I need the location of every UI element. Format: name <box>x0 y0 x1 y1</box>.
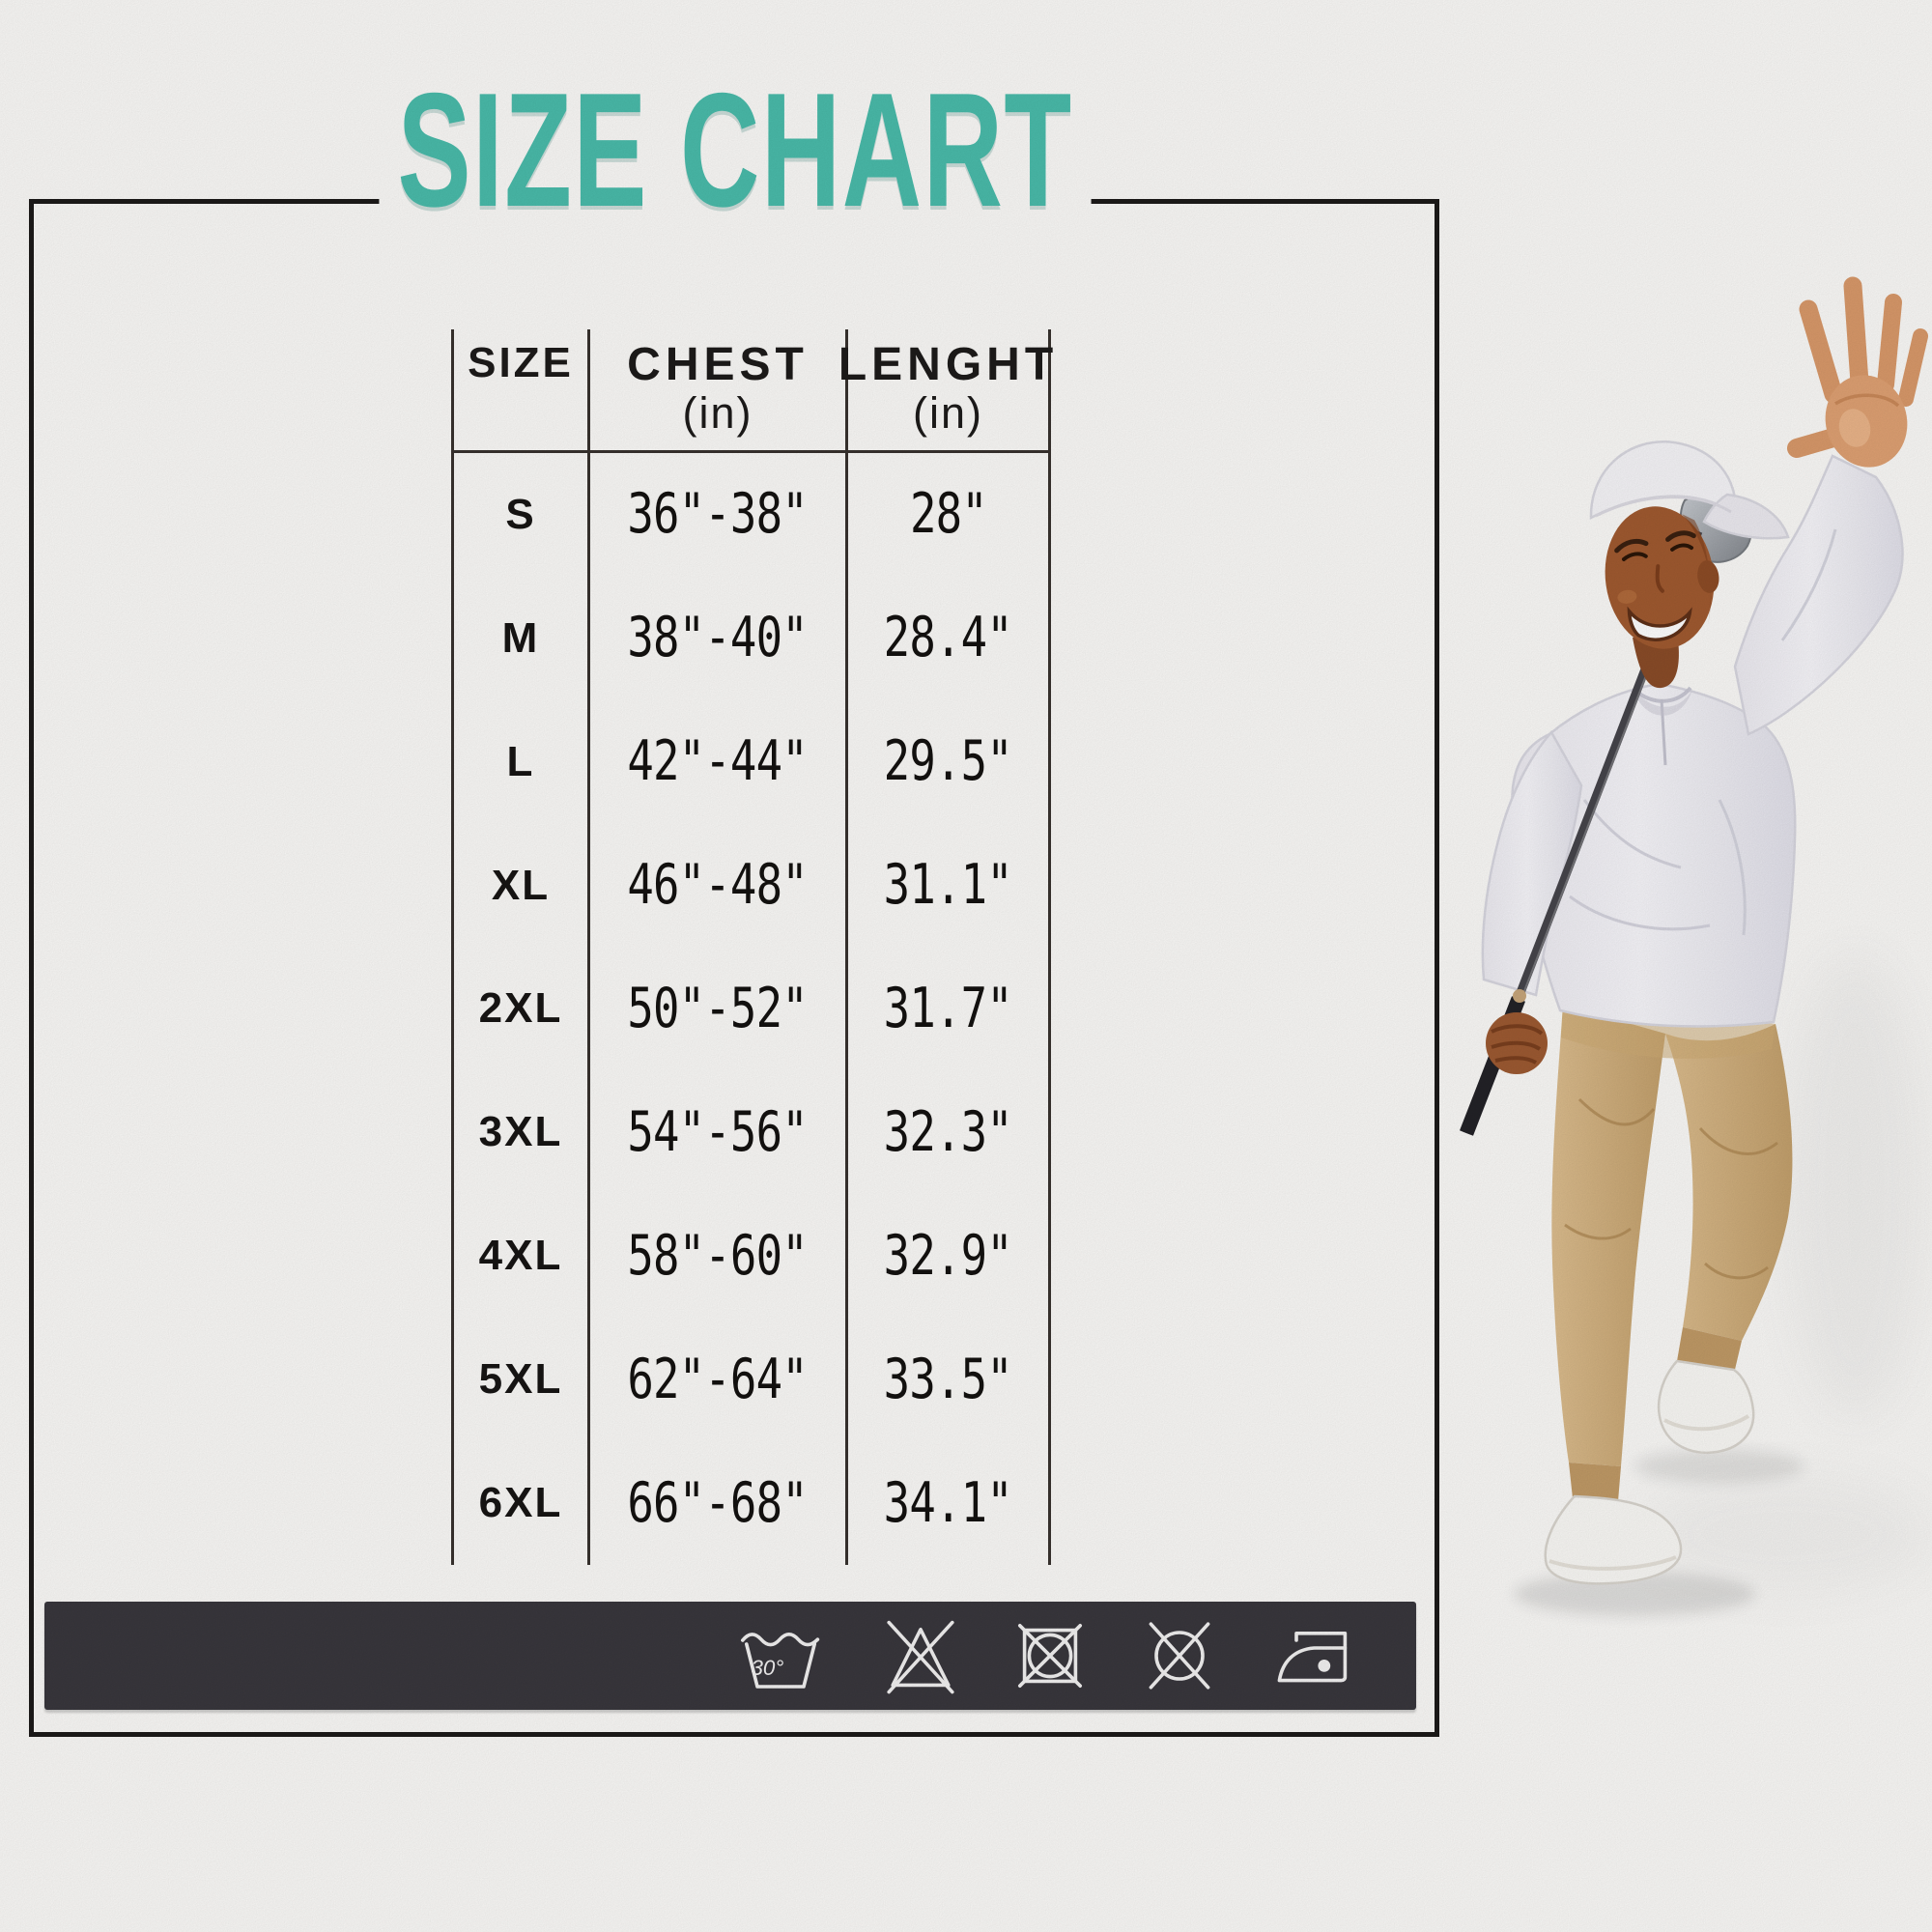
do-not-bleach-icon <box>887 1620 954 1694</box>
column-header-length: LENGHT (in) <box>838 329 1053 453</box>
table-row-length-value: 31.7" <box>845 947 1048 1071</box>
page-title: SIZE CHART <box>212 60 1259 231</box>
table-row-length-value: 31.1" <box>845 823 1048 948</box>
table-row-chest-value: 54"-56" <box>587 1070 845 1195</box>
table-row-length-value: 32.9" <box>845 1194 1048 1319</box>
table-row-length-value: 33.5" <box>845 1318 1048 1442</box>
table-row-size-label: S <box>505 490 536 538</box>
table-row-length-value: 28" <box>845 453 1048 577</box>
table-row-chest-value: 38"-40" <box>587 576 845 700</box>
svg-text:30°: 30° <box>751 1656 783 1680</box>
table-row-size-label: 4XL <box>478 1232 563 1280</box>
care-icons-row: 30° <box>730 1617 1362 1694</box>
page-title-text: SIZE CHART <box>379 60 1092 231</box>
do-not-tumble-dry-icon <box>1018 1624 1082 1688</box>
golfer-model-photo <box>1460 276 1932 1616</box>
left-hand <box>1486 1012 1548 1074</box>
table-row-length-value: 28.4" <box>845 576 1048 700</box>
machine-wash-30-icon: 30° <box>741 1633 820 1689</box>
table-row-size-label: M <box>501 613 540 662</box>
table-row-chest-value: 66"-68" <box>587 1441 845 1565</box>
table-row-chest-value: 50"-52" <box>587 947 845 1071</box>
table-row-chest-value: 46"-48" <box>587 823 845 948</box>
table-row-length-value: 34.1" <box>845 1441 1048 1565</box>
table-row-size-label: XL <box>491 861 551 909</box>
table-row-size-label: 2XL <box>478 984 563 1033</box>
do-not-dry-clean-icon <box>1149 1622 1210 1690</box>
table-row-size-label: 5XL <box>478 1355 563 1404</box>
waving-hand <box>1787 276 1928 468</box>
table-row-chest-value: 36"-38" <box>587 453 845 577</box>
care-instructions-bar: 30° <box>44 1602 1416 1710</box>
table-row-size-label: 3XL <box>478 1108 563 1156</box>
table-row-chest-value: 42"-44" <box>587 699 845 824</box>
iron-low-icon <box>1277 1632 1348 1683</box>
table-row-size-label: L <box>506 737 535 785</box>
table-row-size-label: 6XL <box>478 1479 563 1527</box>
column-header-size: SIZE <box>454 329 587 453</box>
table-row-chest-value: 62"-64" <box>587 1318 845 1442</box>
column-header-chest: CHEST (in) <box>587 329 845 453</box>
size-table: SIZE CHEST (in) LENGHT (in) S 36"-38" 28… <box>451 329 1053 1565</box>
table-row-chest-value: 58"-60" <box>587 1194 845 1319</box>
table-row-length-value: 32.3" <box>845 1070 1048 1195</box>
table-row-length-value: 29.5" <box>845 699 1048 824</box>
